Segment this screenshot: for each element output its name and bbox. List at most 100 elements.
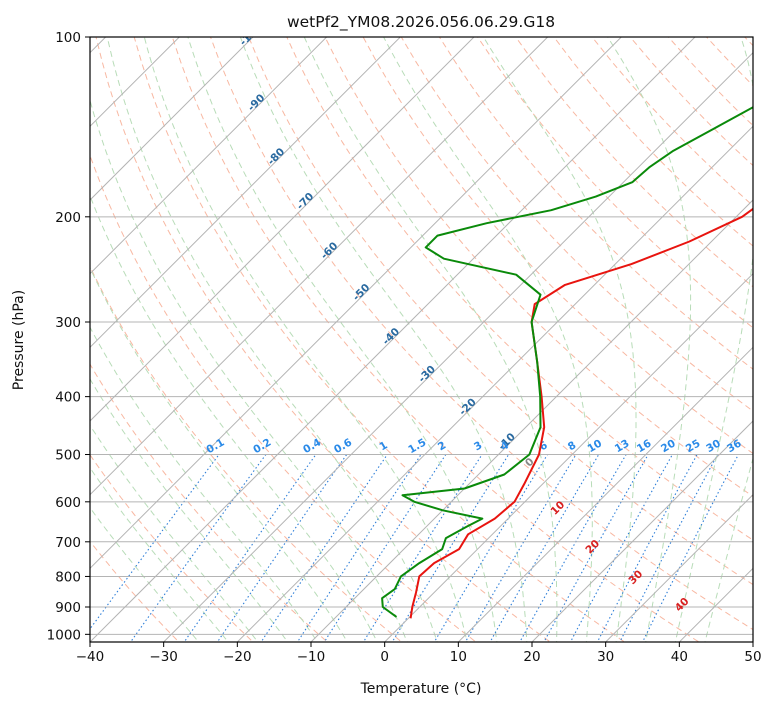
isotherm — [604, 493, 753, 642]
isotherm — [0, 10, 59, 659]
mixing-ratio-line — [391, 454, 510, 642]
isotherm — [90, 37, 696, 642]
dry-adiabat — [248, 37, 753, 586]
moist-adiabat — [90, 506, 200, 642]
y-tick-label: 900 — [55, 600, 81, 616]
moist-adiabat — [383, 37, 593, 642]
mixing-ratio-label: 10 — [585, 437, 604, 455]
moist-adiabat — [90, 378, 289, 642]
isotherm — [457, 346, 753, 642]
dry-adiabat — [515, 37, 753, 288]
moist-adiabat — [90, 424, 259, 642]
moist-adiabat — [704, 456, 753, 642]
x-tick-label: −20 — [223, 649, 252, 665]
mixing-ratio-line — [260, 454, 388, 642]
moist-adiabat — [607, 37, 692, 642]
dry-adiabat — [400, 37, 753, 412]
dry-adiabat — [286, 37, 753, 541]
dry-adiabat — [591, 37, 753, 207]
x-tick-label: 10 — [450, 649, 467, 665]
mixing-ratio-line — [183, 454, 317, 642]
mixing-ratio-label: 36 — [725, 437, 744, 455]
mixing-ratio-label: 16 — [635, 437, 654, 455]
y-tick-label: 100 — [55, 30, 81, 46]
profile-series — [381, 106, 753, 619]
mixing-ratio-line — [433, 454, 548, 642]
isotherm — [752, 641, 753, 642]
moist-adiabat — [106, 37, 438, 642]
x-tick-label: 30 — [597, 649, 614, 665]
isotherm — [162, 51, 753, 642]
dry-adiabat — [90, 153, 477, 642]
dry-adiabat — [477, 37, 753, 329]
dry-adiabat — [90, 453, 254, 642]
dewpoint-profile — [381, 106, 753, 618]
moist-adiabat — [90, 467, 229, 642]
dry-adiabat-label: -20 — [457, 396, 479, 418]
dry-adiabat-label: -100 — [237, 21, 264, 48]
isotherm — [236, 125, 753, 642]
isotherm — [90, 37, 475, 422]
y-tick-label: 800 — [55, 569, 81, 585]
y-tick-label: 1000 — [47, 627, 81, 643]
mixing-ratio-line — [641, 454, 739, 642]
mixing-ratio-line — [464, 454, 577, 642]
mixing-ratio-line — [216, 454, 348, 642]
y-axis-label: Pressure (hPa) — [11, 290, 27, 390]
y-tick-label: 200 — [55, 210, 81, 226]
mixing-ratio-line — [569, 454, 673, 642]
dry-adiabat-label: -60 — [319, 240, 341, 262]
moist-adiabat — [90, 266, 348, 642]
isotherm — [90, 37, 623, 570]
y-tick-label: 400 — [55, 390, 81, 406]
y-tick-label: 700 — [55, 535, 81, 551]
isotherm — [90, 37, 402, 349]
mixing-ratio-line — [362, 454, 483, 642]
dry-adiabat — [171, 37, 700, 642]
y-tick-label: 500 — [55, 448, 81, 464]
mixing-ratio-label: 0.2 — [251, 436, 273, 456]
dry-adiabat-label: -40 — [380, 326, 402, 348]
dry-adiabat — [90, 540, 180, 642]
plot-frame — [89, 36, 754, 643]
moist-adiabat — [239, 37, 528, 642]
x-tick-label: −40 — [76, 649, 105, 665]
dry-adiabat — [133, 37, 626, 642]
mixing-ratio-line — [323, 454, 447, 642]
axes: −40 −30 −20 −10 0 10 20 30 40 50 100 200 300 400 500 60… — [47, 30, 762, 665]
dry-adiabat — [210, 37, 753, 631]
chart-title: wetPf2_YM08.2026.056.06.29.G18 — [287, 13, 555, 32]
dry-adiabat-label: -50 — [351, 282, 373, 304]
mixing-ratio-line — [596, 454, 698, 642]
dry-adiabat — [438, 37, 753, 370]
moist-adiabat — [90, 98, 408, 642]
dry-adiabat — [744, 37, 753, 47]
moist-adiabat — [143, 37, 468, 642]
mixing-ratio-label: 25 — [684, 437, 703, 455]
mixing-ratio-line — [296, 454, 422, 642]
isotherm — [90, 37, 549, 496]
dry-adiabat-label: -30 — [416, 363, 438, 385]
y-tick-label: 300 — [55, 315, 81, 331]
isotherm — [310, 199, 753, 642]
dry-adiabat — [95, 37, 552, 642]
dry-adiabat — [706, 37, 753, 87]
x-tick-label: 40 — [671, 649, 688, 665]
mixing-ratio-line — [90, 454, 220, 630]
dry-adiabat-label: -70 — [294, 190, 316, 212]
mixing-ratio-line — [129, 454, 267, 642]
moist-adiabat — [674, 37, 753, 642]
x-axis-label: Temperature (°C) — [360, 681, 482, 697]
mixing-ratio-label: 2 — [436, 439, 448, 453]
dry-adiabat — [90, 363, 329, 642]
mixing-ratio-label: 13 — [613, 437, 632, 455]
x-tick-label: 20 — [523, 649, 540, 665]
moist-adiabat — [90, 194, 378, 642]
moist-adiabat — [303, 37, 558, 642]
mixing-ratio-line — [619, 454, 719, 642]
moist-adiabat-label: 40 — [673, 595, 692, 614]
x-tick-label: 0 — [380, 649, 389, 665]
isotherm — [383, 272, 753, 642]
isotherm — [90, 37, 328, 275]
plot-grid — [0, 10, 753, 659]
